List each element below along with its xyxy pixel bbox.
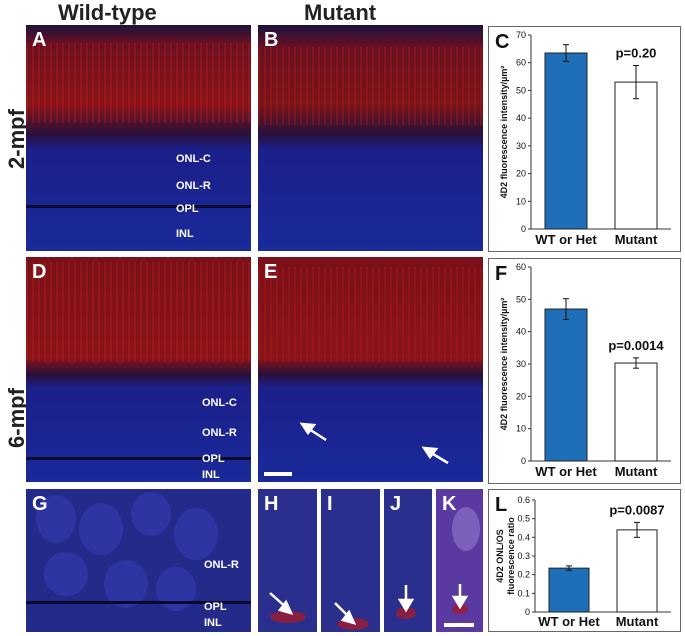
- panel-label-g: G: [32, 493, 48, 515]
- header-wildtype: Wild-type: [58, 0, 157, 25]
- p-value-annotation: p=0.20: [616, 45, 657, 60]
- y-axis-label: 4D2 fluorescence intensity/µm²: [499, 66, 509, 199]
- arrow-icon: [451, 584, 469, 610]
- micrograph-panel-d: D ONL-C ONL-R OPL INL: [26, 257, 251, 482]
- micrograph-j: [396, 585, 416, 619]
- micrograph-panel-e: E: [258, 257, 483, 482]
- micrograph-panel-h: H: [258, 489, 317, 632]
- micrograph-e: [258, 257, 483, 482]
- y-tick-label: 0.4: [517, 532, 530, 542]
- bar: [544, 308, 588, 462]
- panel-label-l: L: [495, 494, 508, 516]
- p-value-annotation: p=0.0014: [608, 338, 664, 353]
- y-tick-label: 0.6: [517, 495, 530, 505]
- micrograph-i: [334, 602, 369, 630]
- chart-panel-f: F 0 10 20 30 40 50 60 WT or Het Mutant p=0.0014 4D…: [488, 258, 681, 484]
- y-tick-label: 10: [516, 424, 526, 434]
- panel-label-i: I: [327, 493, 333, 515]
- micrograph-panel-b: B: [258, 25, 483, 251]
- panel-label-d: D: [32, 261, 47, 283]
- bar: [616, 529, 658, 613]
- y-tick-label: 70: [516, 30, 526, 40]
- chart-panel-c: C 0 10 20 30 40 50 60 70 WT or Het Mutant p=0.20 4D…: [488, 26, 681, 252]
- y-axis-label: fluorescence ratio: [506, 517, 516, 595]
- header-mutant: Mutant: [304, 0, 377, 25]
- scale-bar-e: [264, 472, 292, 476]
- micrograph-h: [269, 592, 306, 623]
- layer-label-inl-g: INL: [204, 617, 222, 629]
- y-tick-label: 30: [516, 359, 526, 369]
- arrow-icon: [299, 422, 449, 465]
- micrograph-panel-j: J: [384, 489, 432, 632]
- micrograph-k: [451, 507, 480, 614]
- panel-label-f: F: [495, 263, 508, 285]
- micrograph-b: [258, 25, 483, 251]
- category-label: WT or Het: [538, 614, 600, 629]
- layer-label-onlr-d: ONL-R: [202, 427, 237, 439]
- y-tick-label: 20: [516, 169, 526, 179]
- y-tick-label: 40: [516, 327, 526, 337]
- y-tick-label: 0.5: [517, 514, 530, 524]
- micrograph-g: [26, 492, 251, 611]
- layer-label-opl-d: OPL: [202, 453, 225, 465]
- y-tick-label: 0: [521, 224, 526, 234]
- y-tick-label: 0: [521, 456, 526, 466]
- micrograph-panel-g: G ONL-R OPL INL: [26, 489, 251, 632]
- bar-chart-c: 0 10 20 30 40 50 60 70 WT or Het Mutant p=0.20 4D2 …: [499, 30, 671, 247]
- bar: [544, 52, 588, 230]
- layer-label-inl-a: INL: [176, 228, 194, 240]
- panel-label-e: E: [264, 261, 278, 283]
- y-tick-label: 20: [516, 391, 526, 401]
- micrograph-d: [26, 257, 251, 482]
- panel-label-b: B: [264, 29, 279, 51]
- layer-label-onlc-d: ONL-C: [202, 397, 237, 409]
- layer-label-onlr-g: ONL-R: [204, 559, 239, 571]
- arrow-icon: [397, 585, 415, 613]
- layer-label-onlc-a: ONL-C: [176, 153, 211, 165]
- bar: [614, 81, 658, 230]
- chart-panel-l: L 0 0.1 0.2 0.3 0.4 0.5 0.6 WT or Het Mutant p=0.…: [488, 489, 681, 632]
- panel-label-k: K: [442, 493, 457, 515]
- panel-label-h: H: [264, 493, 279, 515]
- micrograph-a: [26, 25, 251, 251]
- scale-bar-k: [444, 623, 474, 627]
- y-axis-label: 4D2 ONL/OS: [495, 529, 505, 583]
- panel-label-j: J: [390, 493, 402, 515]
- y-axis-label: 4D2 fluorescence intensity/µm²: [499, 298, 509, 431]
- bar-chart-l: 0 0.1 0.2 0.3 0.4 0.5 0.6 WT or Het Mutant p=0.00…: [495, 495, 671, 629]
- bar: [614, 362, 658, 462]
- category-label: Mutant: [615, 232, 658, 247]
- micrograph-panel-k: K: [436, 489, 483, 632]
- y-tick-label: 50: [516, 294, 526, 304]
- panel-label-a: A: [32, 29, 47, 51]
- p-value-annotation: p=0.0087: [609, 502, 664, 517]
- category-label: Mutant: [615, 464, 658, 479]
- arrow-icon: [334, 602, 357, 625]
- arrow-icon: [269, 592, 294, 615]
- y-tick-label: 0.1: [517, 588, 530, 598]
- category-label: WT or Het: [535, 232, 597, 247]
- bar-chart-f: 0 10 20 30 40 50 60 WT or Het Mutant p=0.0014 4D2 …: [499, 262, 671, 479]
- y-tick-label: 0: [525, 607, 530, 617]
- y-tick-label: 50: [516, 85, 526, 95]
- y-tick-label: 0.3: [517, 551, 530, 561]
- category-label: Mutant: [616, 614, 659, 629]
- layer-label-opl-a: OPL: [176, 203, 199, 215]
- micrograph-panel-a: A ONL-C ONL-R OPL INL: [26, 25, 251, 251]
- y-tick-label: 60: [516, 58, 526, 68]
- y-tick-label: 10: [516, 196, 526, 206]
- panel-label-c: C: [495, 31, 510, 53]
- micrograph-panel-i: I: [321, 489, 380, 632]
- layer-label-inl-d: INL: [202, 469, 220, 481]
- y-tick-label: 30: [516, 141, 526, 151]
- bar: [548, 567, 590, 613]
- layer-label-opl-g: OPL: [204, 601, 227, 613]
- y-tick-label: 60: [516, 262, 526, 272]
- layer-label-onlr-a: ONL-R: [176, 180, 211, 192]
- category-label: WT or Het: [535, 464, 597, 479]
- y-tick-label: 0.2: [517, 570, 530, 580]
- y-tick-label: 40: [516, 113, 526, 123]
